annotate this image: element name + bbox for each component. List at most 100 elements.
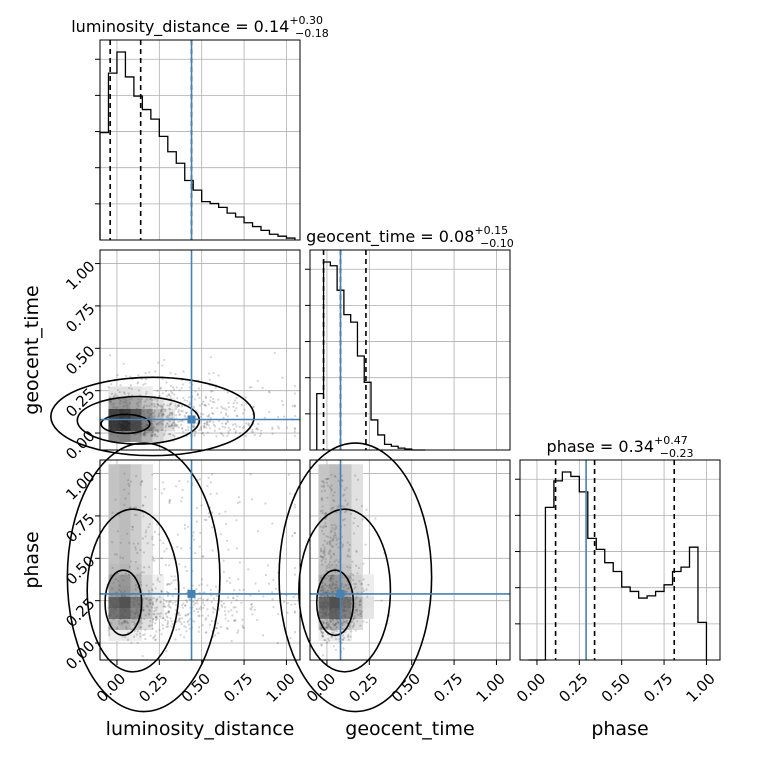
sample-point <box>169 408 172 411</box>
sample-point <box>293 392 297 395</box>
sample-point <box>150 403 153 406</box>
sample-point <box>151 556 154 559</box>
sample-point <box>323 550 326 553</box>
sample-point <box>319 596 322 600</box>
sample-point <box>324 611 327 614</box>
sample-point <box>188 381 192 384</box>
contour-level <box>100 413 151 435</box>
sample-point <box>234 619 237 622</box>
sample-point <box>343 488 346 491</box>
sample-point <box>328 579 331 582</box>
sample-point <box>225 539 229 542</box>
sample-point <box>178 628 181 631</box>
sample-point <box>329 620 332 623</box>
sample-point <box>116 530 120 533</box>
sample-point <box>168 502 171 505</box>
sample-point <box>119 421 123 424</box>
sample-point <box>149 408 152 411</box>
sample-point <box>162 598 165 601</box>
sample-point <box>334 623 337 626</box>
density-cell <box>130 486 143 498</box>
sample-point <box>277 427 280 430</box>
sample-point <box>176 397 179 400</box>
sample-point <box>201 624 204 627</box>
sample-point <box>320 589 323 592</box>
sample-point <box>235 401 238 405</box>
sample-point <box>335 613 338 616</box>
sample-point <box>133 603 136 607</box>
sample-point <box>290 603 293 606</box>
sample-point <box>166 404 169 407</box>
sample-point <box>159 386 162 390</box>
sample-point <box>342 618 345 622</box>
sample-point <box>259 434 262 438</box>
sample-point <box>332 499 335 502</box>
density-cell <box>340 552 353 564</box>
sample-point <box>168 600 172 603</box>
sample-point <box>111 425 114 428</box>
sample-point <box>217 419 221 422</box>
density-cell <box>318 585 330 597</box>
sample-point <box>112 582 115 585</box>
sample-point <box>332 582 335 585</box>
sample-point <box>259 432 262 435</box>
sample-point <box>210 406 213 410</box>
sample-point <box>293 405 297 408</box>
density-cell <box>108 508 120 520</box>
sample-point <box>146 542 149 545</box>
sample-point <box>329 620 333 623</box>
sample-point <box>366 595 369 598</box>
sample-point <box>335 608 339 611</box>
sample-point <box>173 421 176 424</box>
sample-point <box>332 631 335 634</box>
sample-point <box>152 637 155 640</box>
sample-point <box>180 423 183 426</box>
sample-point <box>117 580 120 583</box>
sample-point <box>142 422 145 425</box>
sample-point <box>174 578 177 582</box>
sample-point <box>343 605 346 608</box>
density-cell <box>108 530 120 542</box>
sample-point <box>166 583 169 586</box>
sample-point <box>145 584 148 587</box>
sample-point <box>176 620 179 623</box>
density-cell <box>130 464 143 476</box>
sample-point <box>121 595 124 598</box>
y-axis-label: phase <box>21 531 43 588</box>
sample-point <box>351 620 354 623</box>
sample-point <box>206 484 209 488</box>
sample-point <box>227 415 230 418</box>
density-cell <box>130 541 143 553</box>
sample-point <box>133 613 136 616</box>
sample-point <box>168 500 171 503</box>
sample-point <box>352 622 356 625</box>
density-cell <box>108 519 120 531</box>
sample-point <box>321 631 324 634</box>
sample-point <box>126 638 130 641</box>
sample-point <box>321 607 324 610</box>
sample-point <box>333 560 336 563</box>
sample-point <box>114 498 117 501</box>
sample-point <box>116 374 119 377</box>
sample-point <box>328 625 332 629</box>
sample-point <box>178 389 181 392</box>
sample-point <box>335 536 338 539</box>
sample-point <box>333 611 337 614</box>
sample-point <box>344 605 347 608</box>
sample-point <box>343 636 346 640</box>
sample-point <box>197 626 201 629</box>
sample-point <box>180 617 184 620</box>
sample-point <box>151 627 154 630</box>
sample-point <box>250 603 253 606</box>
sample-point <box>134 618 137 621</box>
sample-point <box>141 425 144 428</box>
sample-point <box>335 564 338 567</box>
sample-point <box>224 422 228 426</box>
y-tick-label: 1.00 <box>62 257 98 293</box>
sample-point <box>235 396 238 400</box>
sample-point <box>196 394 199 397</box>
sample-point <box>341 622 344 625</box>
sample-point <box>332 622 335 625</box>
sample-point <box>202 598 205 601</box>
sample-point <box>162 414 165 417</box>
